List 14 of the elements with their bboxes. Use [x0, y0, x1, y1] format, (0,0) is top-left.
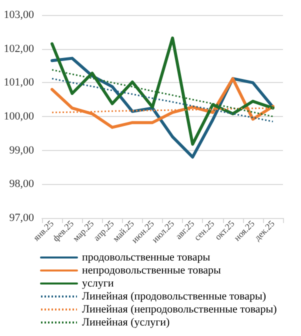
y-tick-label: 97,00 [9, 212, 34, 224]
y-tick-label: 98,00 [9, 178, 34, 190]
legend-label: услуги [82, 278, 114, 290]
line-series [50, 36, 274, 146]
legend-label: Линейная (услуги) [82, 316, 170, 328]
y-tick-label: 100,00 [4, 110, 34, 122]
y-tick-label: 102,00 [4, 42, 34, 55]
legend-label: Линейная (непродовольственные товары) [82, 304, 278, 316]
y-tick-label: 99,00 [9, 144, 34, 156]
legend-label: непродовольственные товары [82, 264, 222, 276]
legend-label: Линейная (продовольственные товары) [82, 290, 266, 302]
y-tick-label: 101,00 [4, 76, 34, 89]
legend-label: продовольственные товары [82, 252, 211, 264]
y-tick-label: 103,00 [4, 9, 34, 21]
